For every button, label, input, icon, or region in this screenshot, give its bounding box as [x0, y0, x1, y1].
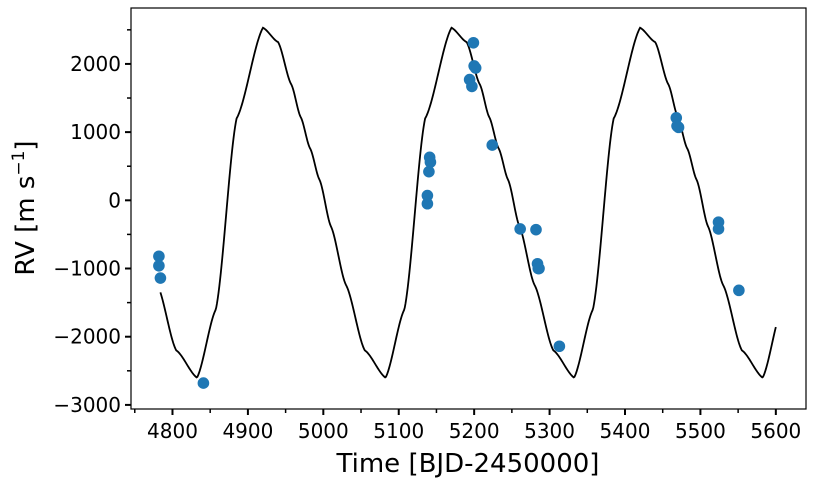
x-axis-label: Time [BJD-2450000] [336, 449, 600, 479]
x-tick-label: 5300 [524, 419, 575, 443]
rv-data-point [712, 223, 725, 235]
rv-data-point [421, 189, 434, 202]
rv-data-point [154, 272, 167, 284]
rv-data-point [672, 121, 685, 134]
y-tick-label: −2000 [53, 325, 121, 349]
y-tick-label: −3000 [53, 393, 121, 417]
y-tick-label: −1000 [53, 257, 121, 281]
rv-data-point [469, 62, 482, 74]
x-tick-label: 5100 [373, 419, 424, 443]
y-axis-label: RV [m s−1] [9, 140, 41, 275]
data-points-layer [153, 36, 745, 389]
x-axis-ticks: 4800 4900 5000 5100 5200 5300 5400 5500 5600 [134, 409, 801, 443]
y-axis-label-main: RV [m s [11, 176, 41, 276]
rv-data-point [533, 262, 545, 275]
rv-data-point [197, 377, 210, 389]
rv-data-point [486, 139, 499, 151]
rv-data-point [423, 165, 435, 178]
model-curve-layer [159, 26, 777, 379]
x-tick-label: 5500 [675, 419, 726, 443]
rv-data-point [153, 259, 165, 272]
model-curve [159, 26, 777, 379]
y-tick-label: 0 [108, 188, 121, 212]
rv-data-point [733, 284, 745, 297]
rv-data-point [153, 250, 165, 263]
y-tick-label: 1000 [70, 120, 121, 144]
x-tick-label: 5600 [750, 419, 801, 443]
y-tick-label: 2000 [70, 52, 121, 76]
x-tick-label: 4900 [222, 419, 273, 443]
x-tick-label: 5400 [600, 419, 651, 443]
rv-data-point [421, 197, 434, 210]
x-tick-label: 4800 [147, 419, 198, 443]
rv-data-point [424, 156, 437, 168]
y-axis-ticks: −3000 −2000 −1000 0 1000 2000 [53, 29, 131, 417]
y-axis-label-close: ] [11, 140, 41, 150]
y-axis-label-exponent: −1 [9, 151, 29, 176]
x-tick-label: 5200 [449, 419, 500, 443]
rv-data-point [514, 223, 526, 235]
x-tick-label: 5000 [298, 419, 349, 443]
rv-data-point [467, 36, 480, 49]
plot-frame [130, 7, 807, 410]
rv-data-point [466, 80, 478, 93]
rv-data-point [530, 223, 542, 236]
rv-data-point [553, 340, 566, 353]
